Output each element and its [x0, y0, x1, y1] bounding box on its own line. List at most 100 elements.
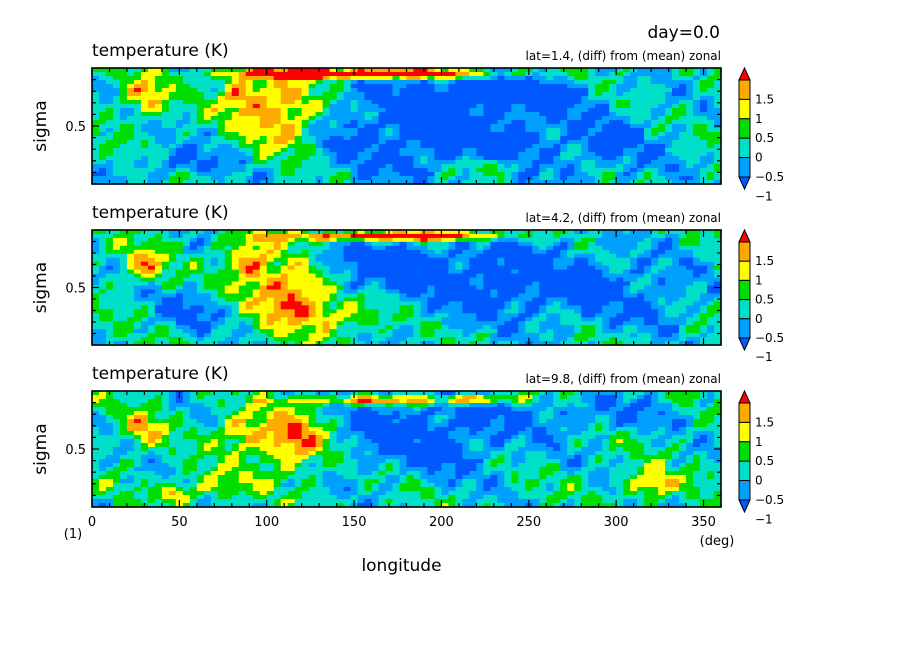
heatmap-cell	[112, 100, 121, 105]
heatmap-cell	[364, 265, 373, 271]
heatmap-cell	[371, 140, 380, 145]
heatmap-cell	[308, 168, 317, 173]
heatmap-cell	[378, 233, 387, 239]
heatmap-cell	[168, 180, 177, 185]
heatmap-cell	[126, 144, 135, 149]
heatmap-cell	[623, 305, 631, 310]
heatmap-cell	[595, 301, 603, 306]
heatmap-cell	[448, 176, 457, 181]
heatmap-cell	[350, 253, 359, 259]
heatmap-cell	[231, 317, 240, 322]
heatmap-cell	[693, 245, 701, 251]
heatmap-cell	[658, 100, 666, 105]
heatmap-cell	[406, 172, 415, 177]
heatmap-cell	[609, 317, 617, 322]
heatmap-cell	[301, 144, 310, 149]
heatmap-cell	[196, 237, 205, 243]
heatmap-cell	[665, 305, 673, 310]
heatmap-cell	[560, 325, 568, 330]
heatmap-cell	[693, 293, 701, 299]
heatmap-cell	[231, 88, 240, 93]
heatmap-cell	[602, 96, 610, 101]
heatmap-cell	[140, 76, 149, 81]
heatmap-cell	[476, 136, 484, 141]
heatmap-cell	[469, 80, 477, 85]
heatmap-cell	[182, 289, 191, 295]
heatmap-cell	[126, 132, 135, 137]
heatmap-cell	[280, 116, 289, 121]
heatmap-cell	[189, 136, 198, 141]
heatmap-cell	[469, 72, 477, 77]
heatmap-cell	[154, 172, 163, 177]
heatmap-cell	[455, 269, 464, 275]
heatmap-cell	[196, 104, 205, 109]
heatmap-cell	[273, 124, 282, 129]
heatmap-cell	[322, 104, 331, 109]
heatmap-cell	[539, 76, 547, 81]
heatmap-cell	[707, 313, 715, 318]
heatmap-cell	[518, 164, 526, 169]
heatmap-cell	[343, 156, 352, 161]
heatmap-cell	[609, 168, 617, 173]
heatmap-cell	[679, 317, 687, 322]
heatmap-cell	[623, 164, 631, 169]
heatmap-cell	[329, 265, 338, 271]
heatmap-cell	[637, 116, 645, 121]
heatmap-cell	[574, 241, 582, 247]
heatmap-cell	[315, 92, 324, 97]
heatmap-cell	[392, 321, 401, 326]
heatmap-cell	[406, 76, 415, 81]
heatmap-cell	[490, 313, 498, 318]
heatmap-cell	[567, 313, 575, 318]
heatmap-cell	[245, 108, 254, 113]
heatmap-cell	[553, 108, 561, 113]
heatmap-cell	[616, 309, 624, 314]
heatmap-cell	[315, 152, 324, 157]
heatmap-cell	[448, 269, 457, 275]
heatmap-cell	[413, 257, 422, 263]
heatmap-cell	[469, 100, 477, 105]
heatmap-cell	[231, 293, 240, 299]
heatmap-cell	[448, 293, 457, 299]
heatmap-cell	[511, 152, 519, 157]
heatmap-cell	[658, 172, 666, 177]
heatmap-cell	[644, 72, 652, 77]
heatmap-cell	[280, 297, 289, 302]
heatmap-cell	[392, 265, 401, 271]
heatmap-cell	[448, 152, 457, 157]
heatmap-cell	[329, 325, 338, 330]
heatmap-cell	[92, 245, 100, 251]
heatmap-cell	[623, 80, 631, 85]
heatmap-cell	[504, 88, 512, 93]
heatmap-cell	[574, 116, 582, 121]
heatmap-cell	[203, 265, 212, 271]
heatmap-cell	[329, 261, 338, 267]
heatmap-cell	[714, 313, 722, 318]
heatmap-cell	[546, 285, 554, 291]
heatmap-cell	[364, 261, 373, 267]
heatmap-cell	[119, 230, 128, 235]
heatmap-cell	[623, 281, 631, 287]
heatmap-cell	[308, 136, 317, 141]
heatmap-cell	[238, 289, 247, 295]
heatmap-cell	[105, 132, 114, 137]
heatmap-cell	[595, 164, 603, 169]
heatmap-cell	[714, 108, 722, 113]
heatmap-cell	[98, 128, 107, 133]
heatmap-cell	[574, 325, 582, 330]
heatmap-cell	[651, 317, 659, 322]
heatmap-cell	[196, 317, 205, 322]
heatmap-cell	[672, 241, 680, 247]
heatmap-cell	[490, 301, 498, 306]
heatmap-cell	[672, 112, 680, 117]
heatmap-cell	[112, 257, 121, 263]
heatmap-cell	[266, 273, 275, 279]
heatmap-cell	[140, 261, 149, 267]
heatmap-cell	[301, 88, 310, 93]
heatmap-cell	[441, 301, 450, 306]
heatmap-cell	[448, 96, 457, 101]
heatmap-cell	[280, 100, 289, 105]
heatmap-cell	[413, 112, 422, 117]
heatmap-cell	[602, 116, 610, 121]
heatmap-cell	[392, 80, 401, 85]
